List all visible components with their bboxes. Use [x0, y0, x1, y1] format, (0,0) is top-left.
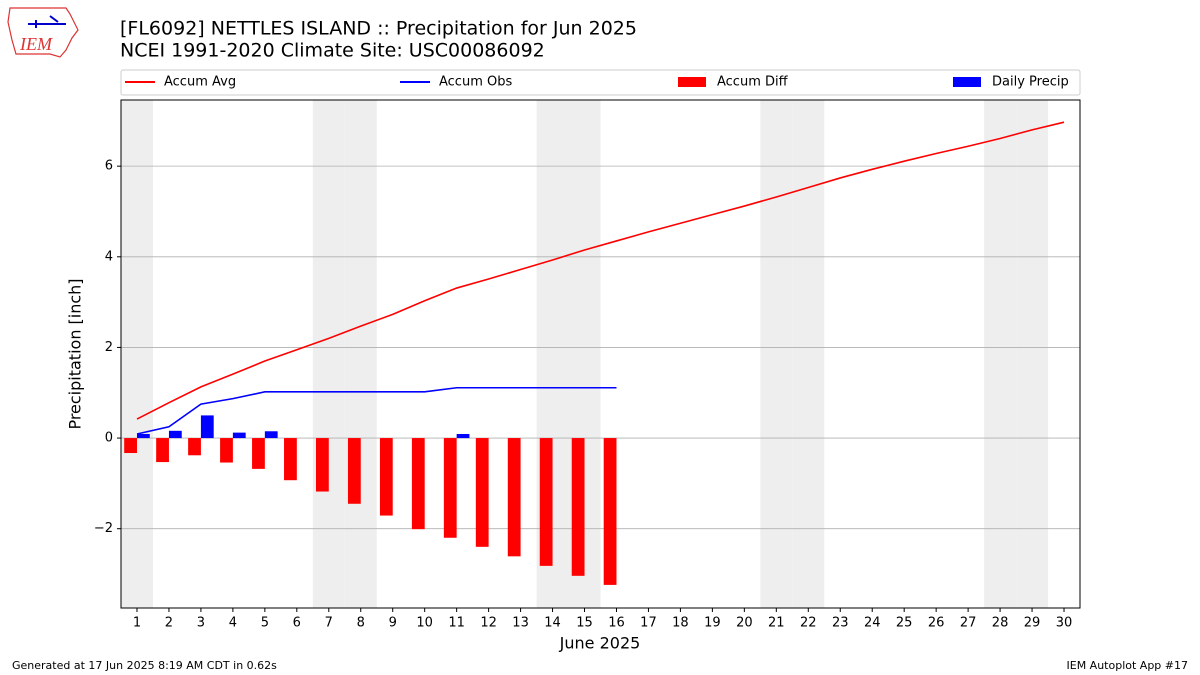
bar — [475, 438, 489, 547]
bar — [571, 438, 585, 576]
bar — [264, 431, 278, 439]
x-tick-label: 9 — [389, 616, 397, 631]
bar — [124, 438, 137, 454]
bar — [220, 438, 233, 463]
legend-label: Daily Precip — [992, 75, 1069, 90]
x-tick-label: 10 — [416, 616, 433, 631]
line — [136, 386, 617, 435]
x-tick-label: 30 — [1056, 616, 1073, 631]
x-tick-label: 16 — [608, 616, 625, 631]
x-tick-label: 18 — [672, 616, 689, 631]
x-tick-label: 19 — [704, 616, 721, 631]
x-tick-label: 25 — [896, 616, 913, 631]
legend-swatch — [678, 77, 706, 87]
legend-box — [120, 69, 1081, 96]
bar — [284, 438, 297, 481]
x-tick-label: 29 — [1024, 616, 1041, 631]
x-tick-label: 22 — [800, 616, 817, 631]
weekend-band — [792, 100, 825, 608]
x-tick-label: 6 — [293, 616, 301, 631]
weekend-band — [121, 100, 153, 608]
x-tick-label: 7 — [325, 616, 333, 631]
bar — [603, 438, 617, 585]
bar — [252, 438, 265, 469]
logo: IEM — [7, 7, 79, 58]
logo-outline — [7, 7, 79, 58]
weekend-band — [1016, 100, 1049, 608]
y-tick-label: 6 — [105, 159, 113, 174]
y-tick-label: −2 — [94, 521, 113, 536]
x-tick-label: 13 — [512, 616, 529, 631]
x-tick-label: 23 — [832, 616, 849, 631]
legend-label: Accum Obs — [439, 75, 512, 90]
x-tick-label: 14 — [544, 616, 561, 631]
x-tick-label: 8 — [357, 616, 365, 631]
x-tick-label: 21 — [768, 616, 785, 631]
footer-right: IEM Autoplot App #17 — [1067, 659, 1189, 672]
logo-icon — [28, 15, 66, 28]
bar — [539, 438, 553, 566]
y-axis-label: Precipitation [inch] — [66, 278, 85, 429]
line — [136, 121, 1065, 420]
y-tick-label: 0 — [105, 431, 113, 446]
legend-label: Accum Avg — [164, 75, 236, 90]
bar — [136, 433, 150, 439]
y-tick-label: 4 — [105, 249, 113, 264]
bar — [315, 438, 329, 492]
weekend-band — [344, 100, 377, 608]
footer-left: Generated at 17 Jun 2025 8:19 AM CDT in … — [12, 659, 277, 672]
x-tick-label: 12 — [480, 616, 497, 631]
bar — [347, 438, 361, 504]
legend-swatch — [953, 77, 981, 87]
legend-label: Accum Diff — [717, 75, 789, 90]
bar — [379, 438, 393, 516]
y-tick-label: 2 — [105, 340, 113, 355]
bar — [232, 432, 246, 439]
x-tick-label: 4 — [229, 616, 237, 631]
x-tick-label: 17 — [640, 616, 657, 631]
x-tick-label: 5 — [261, 616, 269, 631]
x-tick-label: 24 — [864, 616, 881, 631]
x-tick-label: 2 — [165, 616, 173, 631]
x-tick-label: 26 — [928, 616, 945, 631]
bar — [456, 433, 470, 439]
x-tick-label: 28 — [992, 616, 1009, 631]
x-tick-label: 20 — [736, 616, 753, 631]
plot-frame — [120, 99, 1081, 609]
chart-subtitle: NCEI 1991-2020 Climate Site: USC00086092 — [120, 40, 545, 62]
x-tick-label: 15 — [576, 616, 593, 631]
chart-title: [FL6092] NETTLES ISLAND :: Precipitation… — [120, 18, 637, 40]
bar — [188, 438, 201, 456]
bar — [443, 438, 457, 538]
bar — [168, 430, 182, 439]
x-tick-label: 1 — [133, 616, 141, 631]
x-tick-label: 27 — [960, 616, 977, 631]
x-axis-label: June 2025 — [559, 634, 641, 653]
x-tick-label: 11 — [448, 616, 465, 631]
weekend-band — [312, 100, 345, 608]
weekend-band — [984, 100, 1017, 608]
bar — [411, 438, 425, 530]
x-tick-label: 3 — [197, 616, 205, 631]
logo-text: IEM — [19, 34, 53, 54]
bar — [200, 415, 214, 439]
bar — [507, 438, 521, 557]
weekend-band — [760, 100, 793, 608]
bar — [156, 438, 169, 463]
